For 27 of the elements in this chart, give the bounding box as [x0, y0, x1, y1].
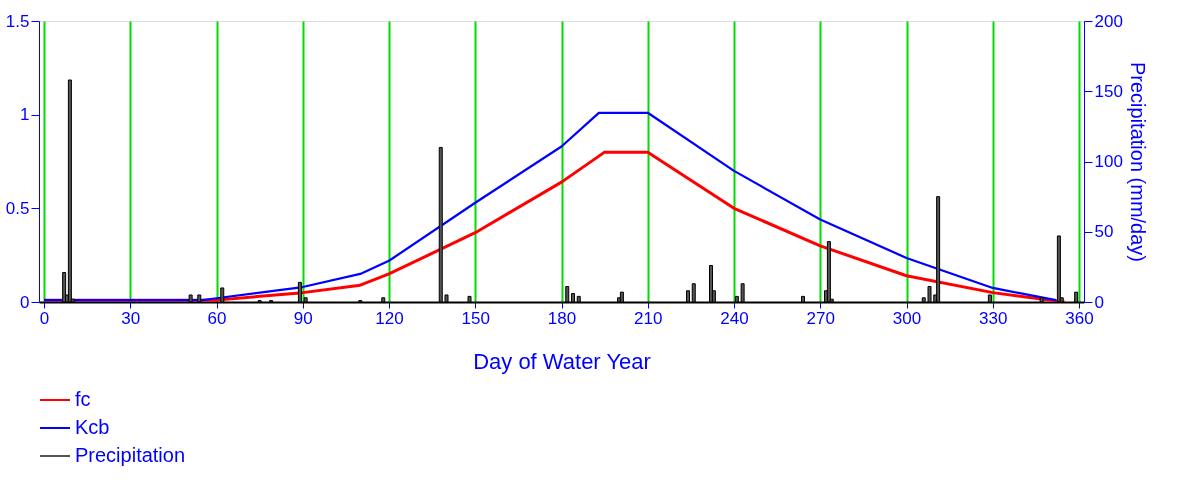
y2-tick-label: 100 — [1094, 152, 1123, 171]
y2-axis-title: Precipitation (mm/day) — [1126, 61, 1149, 263]
x-tick-label: 120 — [375, 308, 404, 328]
x-tick-label: 90 — [293, 308, 313, 328]
y2-tick-label: 150 — [1094, 81, 1123, 101]
x-tick-label: 270 — [806, 308, 835, 328]
x-tick-label: 0 — [39, 308, 50, 328]
y2-tick-label: 0 — [1094, 292, 1104, 312]
x-tick-label: 180 — [547, 308, 577, 328]
y2-tick-label: 200 — [1094, 11, 1123, 31]
y-tick-label: 0 — [20, 292, 30, 312]
x-tick-label: 360 — [1065, 308, 1094, 328]
legend-label: Kcb — [75, 416, 110, 438]
x-axis-title: Day of Water Year — [473, 348, 651, 374]
x-tick-label: 150 — [461, 308, 490, 328]
legend-label: Precipitation — [75, 444, 186, 466]
y-tick-label: 1.5 — [5, 11, 30, 31]
y-tick-label: 0.5 — [5, 198, 30, 218]
x-tick-label: 300 — [892, 308, 922, 328]
x-tick-label: 30 — [121, 308, 141, 328]
y-tick-label: 1 — [20, 105, 30, 125]
y2-tick-label: 50 — [1094, 222, 1114, 242]
x-tick-label: 210 — [634, 308, 663, 328]
x-tick-label: 240 — [720, 308, 749, 328]
legend-label: fc — [75, 388, 91, 410]
x-tick-label: 330 — [979, 308, 1008, 328]
x-tick-label: 60 — [207, 308, 227, 328]
